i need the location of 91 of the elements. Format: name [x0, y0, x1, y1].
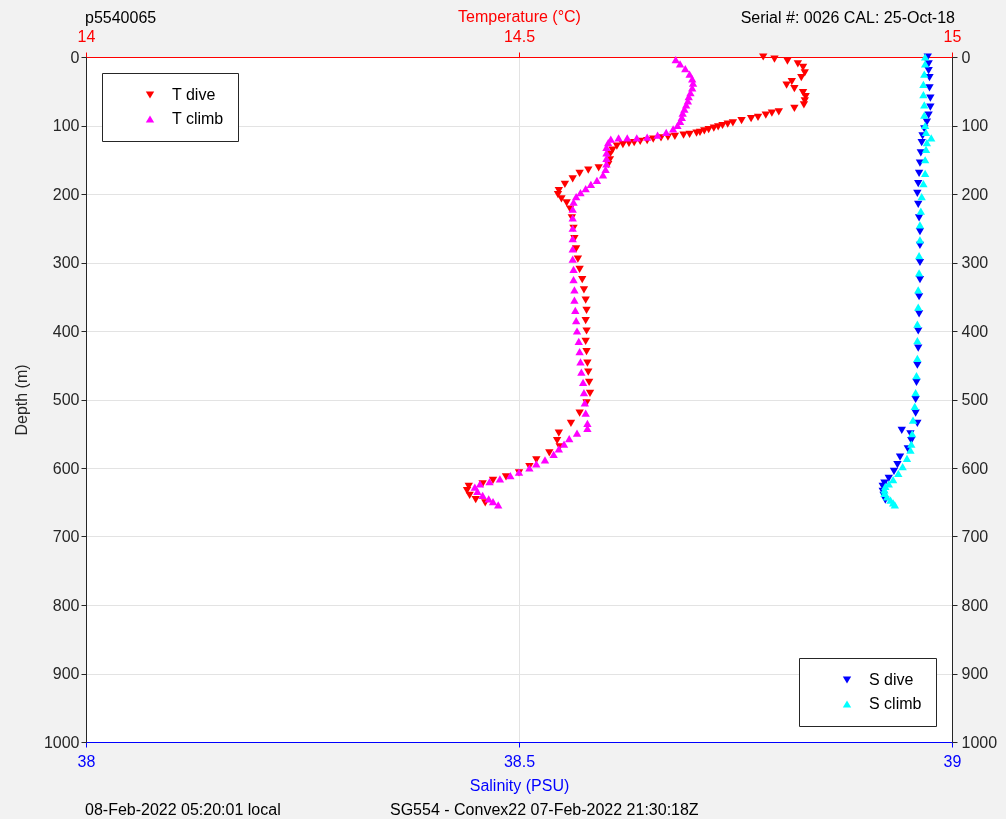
y-tick-label: 600	[52, 459, 80, 477]
text: SG554 - Convex22 07-Feb-2022 21:30:18Z	[390, 801, 699, 819]
point	[914, 269, 924, 277]
point	[919, 180, 928, 188]
point	[914, 200, 923, 208]
point	[914, 303, 923, 311]
point	[897, 426, 906, 434]
point	[913, 189, 922, 197]
point	[914, 214, 924, 222]
y-tick-label: 1000	[43, 733, 80, 751]
y2-tick-label: 0	[961, 48, 971, 66]
legend-label: T climb	[172, 110, 224, 127]
point	[914, 286, 923, 294]
y-tick-label: 0	[70, 48, 80, 66]
x-tick-label: 39	[943, 752, 962, 770]
point	[913, 336, 922, 345]
point	[895, 453, 905, 461]
y2-tick-label: 200	[961, 185, 989, 203]
point	[925, 84, 934, 92]
point	[913, 354, 922, 363]
point	[894, 469, 903, 478]
x-tick-label: 38	[77, 752, 96, 770]
point	[919, 80, 928, 89]
point	[911, 389, 920, 397]
y2-tick-label: 1000	[961, 733, 998, 751]
y2-tick-label: 600	[961, 459, 989, 477]
y-tick-label: 200	[52, 185, 80, 203]
point	[910, 402, 919, 410]
point	[920, 169, 930, 178]
point	[888, 476, 898, 484]
y-tick-label: 500	[52, 391, 80, 408]
point	[921, 145, 931, 154]
point	[915, 258, 925, 267]
y-tick-label: 700	[52, 528, 80, 545]
y2-tick-label: 300	[961, 254, 989, 271]
point	[920, 121, 930, 130]
point	[927, 134, 936, 142]
legend-label: S dive	[869, 671, 914, 688]
point	[914, 180, 923, 188]
point	[914, 252, 924, 260]
point	[917, 139, 926, 147]
y-tick-label: 800	[52, 596, 80, 614]
point	[912, 371, 921, 380]
y2-tick-label: 700	[961, 528, 989, 545]
point	[913, 320, 922, 328]
point	[902, 454, 912, 463]
y2-tick-label: 800	[961, 596, 989, 614]
text: 08-Feb-2022 05:20:01 local	[85, 801, 281, 819]
text: Serial #: 0026 CAL: 25-Oct-18	[740, 9, 955, 27]
point	[893, 460, 902, 469]
y-tick-label: 100	[52, 117, 80, 134]
point	[926, 94, 935, 102]
y2-tick-label: 900	[961, 665, 989, 682]
x2-axis-title: Temperature (°C)	[458, 7, 581, 25]
y2-tick-label: 400	[961, 322, 989, 340]
x2-tick-label: 14.5	[503, 27, 536, 45]
point	[920, 111, 929, 119]
y-axis-title: Depth (m)	[12, 364, 30, 436]
point	[920, 70, 929, 78]
point	[915, 236, 925, 244]
legend-label: T dive	[172, 86, 216, 103]
y-tick-label: 400	[52, 322, 80, 340]
point	[920, 101, 929, 109]
x2-tick-label: 14	[77, 27, 96, 45]
point	[924, 67, 933, 75]
point	[915, 221, 925, 229]
point	[919, 91, 928, 99]
point	[920, 156, 930, 164]
point	[912, 378, 921, 386]
point	[922, 139, 932, 147]
y-tick-label: 300	[52, 254, 80, 271]
y-tick-label: 900	[52, 665, 80, 682]
point	[911, 409, 920, 417]
point	[908, 416, 918, 424]
point	[915, 228, 925, 236]
point	[917, 193, 926, 201]
point	[913, 361, 922, 369]
point	[915, 276, 925, 284]
point	[898, 463, 907, 471]
x-tick-label: 38.5	[503, 752, 536, 770]
y2-tick-label: 500	[961, 391, 989, 408]
point	[889, 467, 899, 476]
x-axis-title: Salinity (PSU)	[469, 776, 570, 794]
x2-tick-label: 15	[943, 27, 962, 45]
point	[914, 169, 924, 178]
point	[926, 103, 935, 111]
point	[916, 207, 926, 215]
chart-title: p5540065	[85, 9, 157, 27]
point	[911, 395, 920, 404]
legend-label: S climb	[869, 695, 922, 712]
y2-tick-label: 100	[961, 117, 989, 134]
